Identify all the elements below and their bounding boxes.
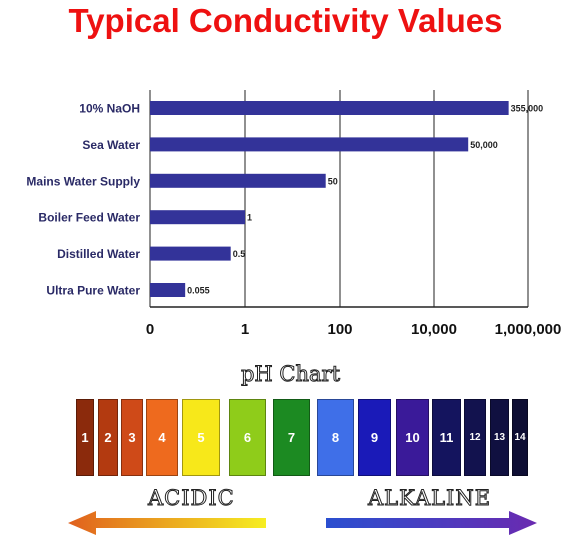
- ph-box-11: 11: [432, 399, 461, 476]
- ph-box-12: 12: [464, 399, 486, 476]
- bar: [150, 246, 231, 261]
- ph-box-9: 9: [358, 399, 391, 476]
- acidic-label: ACIDIC: [148, 486, 235, 511]
- x-tick-label: 1,000,000: [495, 321, 562, 338]
- data-label: 0.055: [187, 286, 210, 296]
- ph-box-10: 10: [396, 399, 429, 476]
- ph-box-1: 1: [76, 399, 94, 476]
- ph-arrows: [68, 511, 537, 535]
- bar: [150, 137, 469, 152]
- ph-box-6: 6: [229, 399, 266, 476]
- data-label: 355,000: [511, 104, 544, 114]
- x-tick-label: 10,000: [411, 321, 457, 338]
- data-label: 1: [247, 213, 252, 223]
- category-label: 10% NaOH: [79, 102, 140, 116]
- ph-box-13: 13: [490, 399, 509, 476]
- ph-box-4: 4: [146, 399, 178, 476]
- data-label: 50,000: [470, 140, 498, 150]
- x-tick-label: 1: [241, 321, 249, 338]
- x-tick-label: 100: [327, 321, 352, 338]
- category-label: Ultra Pure Water: [46, 284, 140, 298]
- conductivity-chart: 0 1 100 10,000 1,000,000 10% NaOH 355,000 Sea W…: [26, 90, 562, 338]
- ph-box-14: 14: [512, 399, 528, 476]
- acidic-arrow: [68, 511, 266, 535]
- ph-box-7: 7: [273, 399, 310, 476]
- alkaline-label: ALKALINE: [367, 486, 492, 511]
- data-label: 50: [328, 176, 338, 186]
- category-label: Sea Water: [82, 138, 140, 152]
- ph-box-8: 8: [317, 399, 354, 476]
- ph-chart-title: pH Chart: [240, 362, 341, 387]
- bar: [150, 283, 186, 297]
- page-title: Typical Conductivity Values: [68, 2, 503, 39]
- ph-box-3: 3: [121, 399, 143, 476]
- bar: [150, 101, 509, 115]
- alkaline-arrow: [326, 511, 537, 535]
- ph-box-2: 2: [98, 399, 118, 476]
- category-label: Distilled Water: [57, 247, 140, 261]
- bar: [150, 173, 326, 188]
- category-label: Mains Water Supply: [26, 174, 140, 188]
- x-tick-label: 0: [146, 321, 154, 338]
- category-label: Boiler Feed Water: [38, 211, 140, 225]
- data-label: 0.5: [233, 249, 246, 259]
- ph-box-5: 5: [182, 399, 220, 476]
- bar: [150, 210, 245, 225]
